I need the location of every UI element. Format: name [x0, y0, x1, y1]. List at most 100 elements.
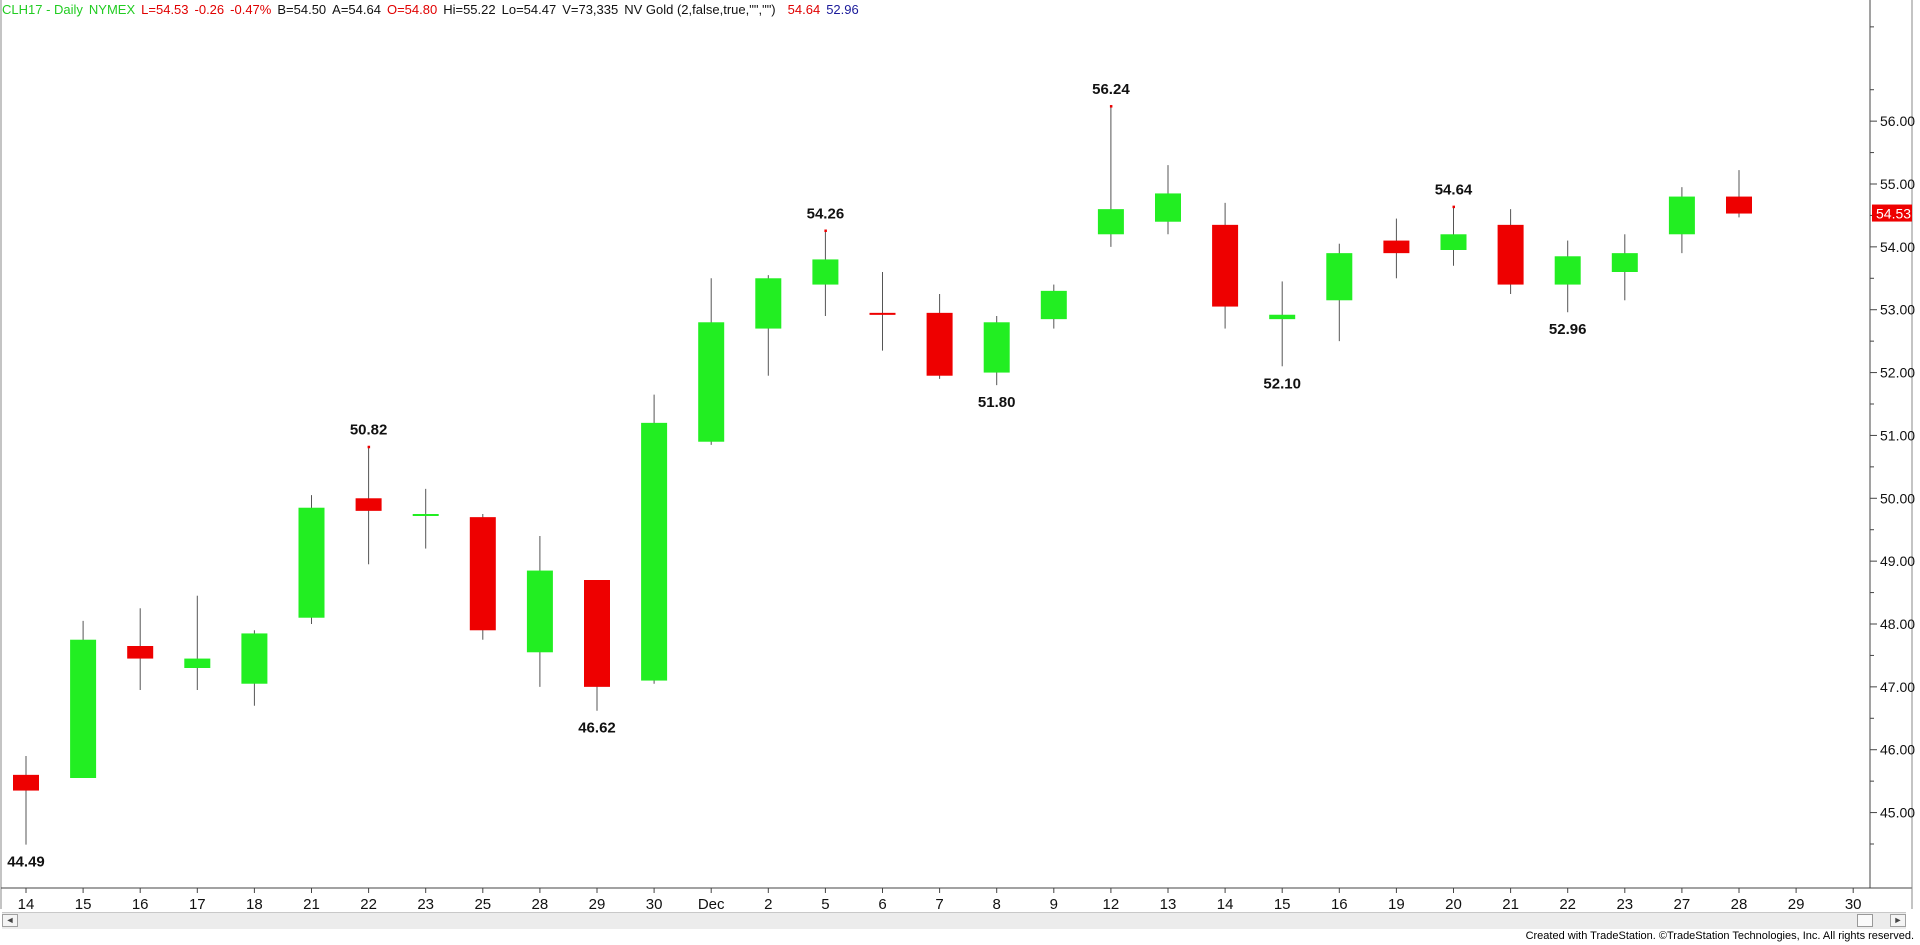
x-tick-label: 30 — [646, 896, 663, 913]
x-tick-label: 25 — [474, 896, 491, 913]
candle-down — [1212, 224, 1239, 307]
swing-high-label: 54.26 — [807, 206, 845, 223]
net-change: -0.26 — [194, 2, 225, 17]
x-tick-label: 21 — [1502, 896, 1519, 913]
last-price-marker: 54.53 — [1872, 204, 1912, 222]
candle-down — [13, 774, 39, 791]
y-tick-label: 52.00 — [1880, 365, 1915, 381]
open-price: O=54.80 — [386, 2, 438, 17]
swing-high-label: 50.82 — [350, 422, 388, 439]
candle-up — [1440, 234, 1467, 250]
candle-down — [1497, 224, 1524, 285]
pivot-dot — [367, 445, 371, 449]
swing-low-label: 51.80 — [978, 394, 1016, 411]
chart-header: CLH17 - Daily NYMEX L=54.53 -0.26 -0.47% B=54… — [2, 2, 865, 18]
candle-down — [584, 580, 610, 687]
y-tick-label: 49.00 — [1880, 553, 1915, 569]
scroll-left-button[interactable]: ◄ — [2, 914, 18, 927]
candle-up — [1668, 196, 1695, 235]
candle-down — [355, 498, 382, 511]
candle-down — [1383, 240, 1410, 254]
x-tick-label: 15 — [75, 896, 92, 913]
x-tick-label: 28 — [1731, 896, 1748, 913]
y-tick-label: 50.00 — [1880, 490, 1915, 506]
x-tick-label: 23 — [1616, 896, 1633, 913]
swing-high-label: 56.24 — [1092, 81, 1130, 98]
candle-up — [241, 633, 268, 684]
x-tick-label: 22 — [1559, 896, 1576, 913]
x-tick-label: 20 — [1445, 896, 1462, 913]
x-tick-label: 19 — [1388, 896, 1405, 913]
candles — [13, 105, 1752, 845]
pivot-dot — [1109, 105, 1113, 108]
horizontal-scrollbar[interactable]: ◄ ► — [2, 912, 1906, 929]
swing-high-label: 54.64 — [1435, 182, 1473, 199]
x-tick-label: 29 — [589, 896, 606, 913]
x-tick-label: 23 — [417, 896, 434, 913]
x-tick-label: 2 — [764, 896, 772, 913]
candle-up — [983, 322, 1010, 373]
ask-price: A=54.64 — [332, 2, 381, 17]
candle-up — [812, 259, 839, 285]
y-tick-label: 45.00 — [1880, 805, 1915, 821]
indicator-value-1: 54.64 — [787, 2, 821, 17]
candle-up — [1097, 209, 1124, 235]
x-axis: 14 15 16 17 18 21 22 23 25 28 29 30 Dec 2 5 6 7 8 9 12 13 14 1… — [18, 888, 1862, 913]
x-tick-label: 30 — [1845, 896, 1862, 913]
symbol-label: CLH17 - Daily — [2, 2, 83, 17]
exchange-label: NYMEX — [88, 2, 136, 17]
volume: V=73,335 — [562, 2, 619, 17]
y-tick-label: 48.00 — [1880, 616, 1915, 632]
y-tick-label: 54.00 — [1880, 239, 1915, 255]
y-tick-label: 51.00 — [1880, 427, 1915, 443]
candle-up — [298, 507, 325, 618]
candle-up — [1269, 314, 1296, 320]
pivot-dot — [824, 229, 827, 233]
candle-up — [1326, 253, 1353, 301]
y-tick-label: 46.00 — [1880, 742, 1915, 758]
candle-up — [70, 639, 97, 778]
candle-down — [469, 517, 496, 631]
x-tick-label: 21 — [303, 896, 320, 913]
candle-up — [1155, 193, 1181, 222]
candle-up — [698, 322, 725, 442]
indicator-name: NV Gold (2,false,true,"","") — [624, 2, 776, 17]
x-tick-label: 5 — [821, 896, 829, 913]
y-tick-label: 47.00 — [1880, 679, 1915, 695]
candle-down — [1726, 196, 1752, 214]
candle-up — [1554, 256, 1581, 285]
last-price-label: 54.53 — [1876, 206, 1911, 222]
x-tick-label: 7 — [935, 896, 943, 913]
swing-low-label: 52.10 — [1263, 375, 1301, 392]
x-tick-label: 14 — [1217, 896, 1234, 913]
swing-low-label: 44.49 — [7, 854, 45, 871]
candle-up — [526, 570, 553, 653]
x-tick-label: 16 — [132, 896, 149, 913]
annotations: 44.49 50.82 46.62 54.26 51.80 56.24 52.10 54.64… — [7, 81, 1586, 871]
candle-down — [869, 312, 896, 315]
pivot-dot — [1452, 205, 1455, 209]
y-tick-label: 55.00 — [1880, 176, 1915, 192]
candle-up — [412, 514, 439, 516]
indicator-value-2: 52.96 — [826, 2, 859, 17]
candle-up — [1611, 253, 1638, 272]
candle-down — [926, 312, 953, 376]
last-price: L=54.53 — [141, 2, 189, 17]
scroll-thumb[interactable] — [1857, 914, 1873, 927]
x-tick-label: 12 — [1103, 896, 1120, 913]
y-tick-label: 53.00 — [1880, 302, 1915, 318]
y-tick-label: 56.00 — [1880, 113, 1915, 129]
x-tick-label: 9 — [1050, 896, 1058, 913]
scroll-right-button[interactable]: ► — [1890, 914, 1906, 927]
swing-low-label: 46.62 — [578, 720, 616, 737]
candle-down — [127, 646, 154, 659]
percent-change: -0.47% — [230, 2, 272, 17]
high-price: Hi=55.22 — [443, 2, 496, 17]
last-price-box — [1872, 204, 1912, 222]
x-tick-label: 15 — [1274, 896, 1291, 913]
candle-up — [755, 278, 782, 329]
x-tick-label: 18 — [246, 896, 263, 913]
x-tick-label: 14 — [18, 896, 35, 913]
candle-up — [1040, 290, 1067, 320]
